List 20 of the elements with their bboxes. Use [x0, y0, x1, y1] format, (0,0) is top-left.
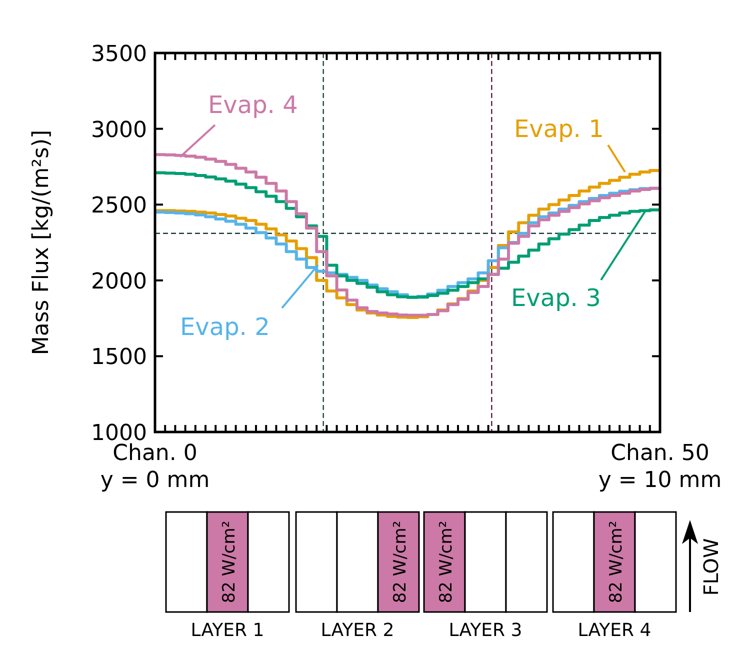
y-tick-label: 2000 — [91, 269, 147, 294]
text: LAYER 3 — [448, 620, 522, 641]
x-tick-label: Chan. 50 y = 10 mm — [598, 441, 722, 493]
text: Evap. 2 — [180, 313, 270, 341]
y-axis-title: Mass Flux [kg/(m²s)] — [29, 130, 54, 356]
text: 82 W/cm² — [606, 520, 626, 604]
text: 82 W/cm² — [220, 520, 240, 604]
text: LAYER 4 — [578, 620, 652, 641]
series-label: Evap. 4 — [208, 91, 298, 119]
text: LAYER 1 — [190, 620, 264, 641]
text: LAYER 2 — [320, 620, 394, 641]
text: 82 W/cm² — [390, 520, 410, 604]
y-tick-label: 3000 — [91, 118, 147, 143]
y-tick-label: 1500 — [91, 345, 147, 370]
series-label: Evap. 1 — [514, 115, 604, 143]
text: FLOW — [699, 538, 723, 596]
text: 82 W/cm² — [436, 520, 456, 604]
y-tick-label: 2500 — [91, 194, 147, 219]
y-tick-label: 3500 — [91, 42, 147, 67]
series-label: Evap. 3 — [511, 284, 601, 312]
